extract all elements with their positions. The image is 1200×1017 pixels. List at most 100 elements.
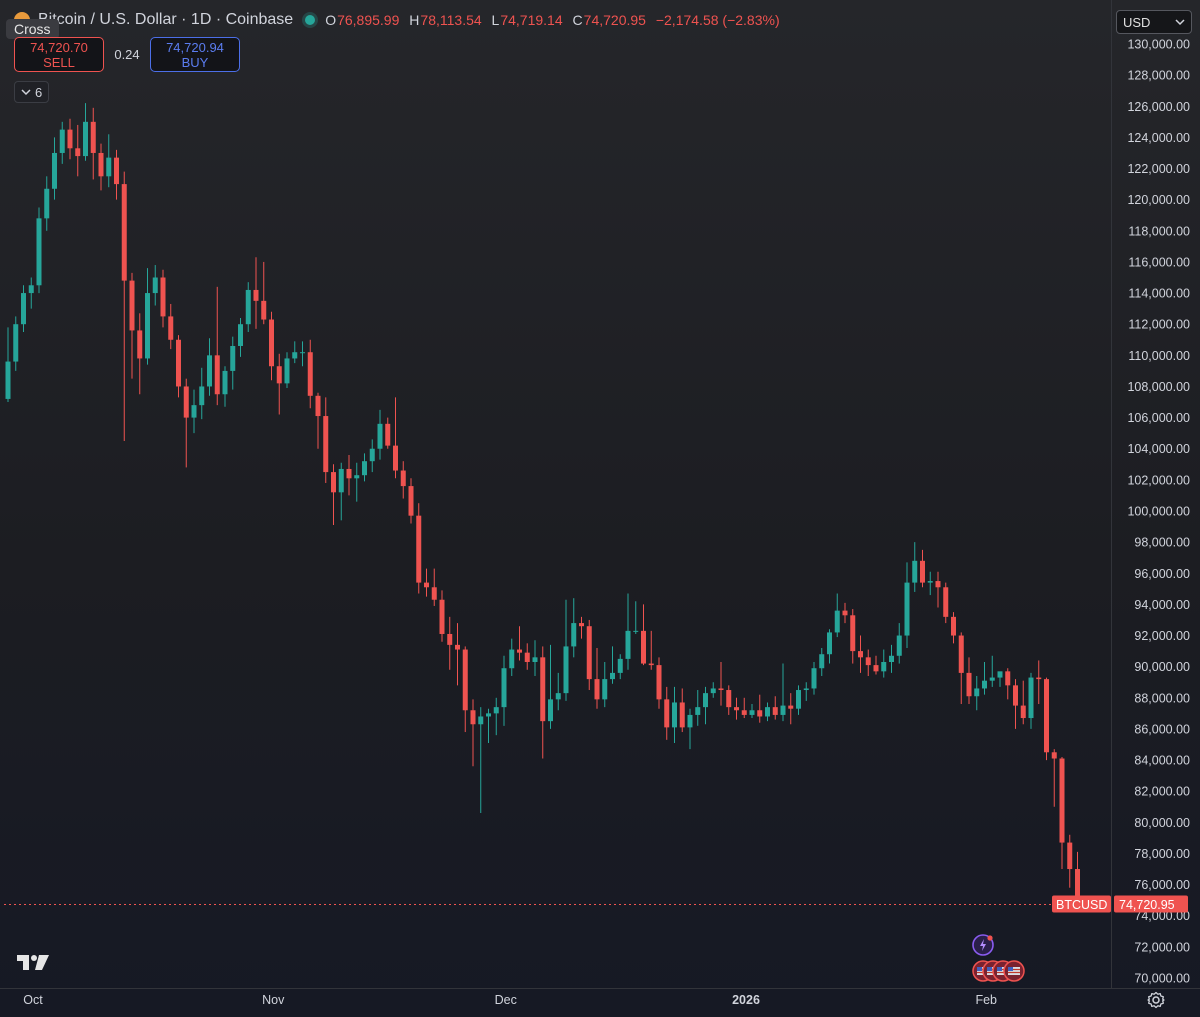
trade-panel: 74,720.70 SELL 0.24 74,720.94 BUY	[14, 37, 240, 72]
candle-body	[602, 679, 608, 700]
chevron-down-icon	[1175, 19, 1185, 26]
candle-body	[1075, 869, 1080, 905]
candle-body	[284, 358, 290, 384]
price-tick-label: 112,000.00	[1128, 318, 1190, 332]
candle-body	[486, 713, 491, 717]
open-value: 76,895.99	[337, 12, 400, 28]
price-tick-label: 80,000.00	[1134, 816, 1190, 830]
candle-body	[307, 352, 313, 396]
candle-body	[145, 293, 150, 359]
candle-body	[532, 657, 538, 662]
indicators-toggle[interactable]: 6	[14, 81, 50, 103]
price-tick-label: 126,000.00	[1127, 100, 1190, 114]
price-tick-label: 118,000.00	[1128, 224, 1190, 238]
candle-body	[338, 468, 344, 493]
time-tick-label: 2026	[732, 993, 760, 1007]
sell-button[interactable]: 74,720.70 SELL	[14, 37, 104, 72]
candle-body	[749, 710, 755, 715]
candle-body	[788, 705, 794, 709]
candle-body	[238, 324, 243, 346]
candle-body	[819, 654, 825, 669]
price-tick-label: 108,000.00	[1127, 380, 1190, 394]
candle-body	[633, 630, 639, 632]
candle-body	[470, 710, 476, 725]
price-tick-label: 110,000.00	[1128, 349, 1190, 363]
candle-body	[354, 475, 360, 479]
close-value: 74,720.95	[583, 12, 646, 28]
candle-body	[1005, 671, 1011, 686]
price-tick-label: 92,000.00	[1134, 629, 1190, 643]
candle-body	[703, 693, 708, 708]
candle-body	[803, 688, 809, 691]
candle-body	[517, 649, 522, 653]
candle-body	[811, 668, 817, 689]
candle-body	[679, 702, 685, 728]
price-tick-label: 100,000.00	[1127, 505, 1190, 519]
close-label: C	[572, 12, 583, 28]
buy-button[interactable]: 74,720.94 BUY	[150, 37, 240, 72]
candle-body	[509, 649, 515, 669]
candle-body	[121, 184, 127, 281]
price-tick-label: 114,000.00	[1128, 287, 1190, 301]
currency-select[interactable]: USD	[1116, 10, 1192, 34]
currency-value: USD	[1123, 14, 1151, 30]
candle-body	[734, 707, 739, 711]
candle-body	[28, 285, 34, 294]
change-value: −2,174.58 (−2.83%)	[655, 12, 780, 28]
candle-body	[610, 672, 615, 680]
candle-body	[648, 663, 654, 666]
candle-body	[641, 630, 646, 664]
tradingview-logo-icon[interactable]	[17, 953, 49, 971]
candle-body	[416, 515, 422, 583]
ohlc-values: O76,895.99 H78,113.54 L74,719.14 C74,720…	[325, 12, 785, 28]
price-tick-label: 82,000.00	[1134, 785, 1190, 799]
price-tick-label: 78,000.00	[1134, 847, 1190, 861]
candle-body	[927, 581, 933, 583]
symbol-title[interactable]: Bitcoin / U.S. Dollar · 1D · Coinbase	[38, 11, 294, 28]
candle-body	[555, 693, 561, 700]
candle-body	[230, 345, 236, 371]
candle-body	[292, 352, 298, 359]
candle-body	[52, 152, 57, 189]
price-tick-label: 122,000.00	[1127, 162, 1190, 176]
price-tick-label: 128,000.00	[1127, 69, 1190, 83]
symbol-header[interactable]: Bitcoin / U.S. Dollar · 1D · Coinbase O7…	[14, 11, 786, 29]
candle-body	[168, 316, 174, 340]
candle-body	[1013, 685, 1018, 706]
candle-body	[796, 690, 801, 709]
candle-body	[896, 635, 902, 656]
candle-body	[261, 300, 267, 320]
candle-body	[408, 486, 414, 516]
candle-body	[997, 671, 1003, 678]
candle-body	[152, 277, 158, 294]
candle-body	[493, 707, 499, 714]
time-tick-label: Feb	[975, 993, 997, 1007]
low-value: 74,719.14	[500, 12, 563, 28]
candle-body	[222, 370, 228, 395]
gear-icon[interactable]	[1146, 990, 1166, 1010]
candle-body	[881, 661, 887, 672]
candle-body	[625, 630, 631, 659]
events-icon[interactable]	[972, 934, 994, 956]
candle-body	[579, 623, 584, 627]
economic-events-markers[interactable]	[972, 960, 1025, 982]
candle-body	[36, 218, 42, 286]
chevron-down-icon	[21, 89, 31, 96]
candle-body	[1020, 705, 1026, 719]
candle-body	[1051, 752, 1057, 759]
candle-body	[904, 582, 910, 636]
candle-body	[982, 680, 987, 689]
price-axis[interactable]: 70,000.00 72,000.00 74,000.00 76,000.00 78,0…	[1127, 38, 1190, 986]
candle-body	[114, 157, 119, 185]
candle-body	[1067, 842, 1073, 870]
candle-body	[873, 665, 879, 672]
flag-icon[interactable]	[1003, 960, 1025, 982]
candle-body	[67, 129, 73, 149]
time-axis[interactable]: Oct Nov Dec 2026 Feb	[23, 993, 997, 1007]
candle-body	[951, 616, 956, 636]
price-tick-label: 70,000.00	[1134, 972, 1190, 986]
price-tick-label: 130,000.00	[1127, 38, 1190, 52]
time-tick-label: Oct	[23, 993, 43, 1007]
candle-body	[478, 716, 484, 725]
